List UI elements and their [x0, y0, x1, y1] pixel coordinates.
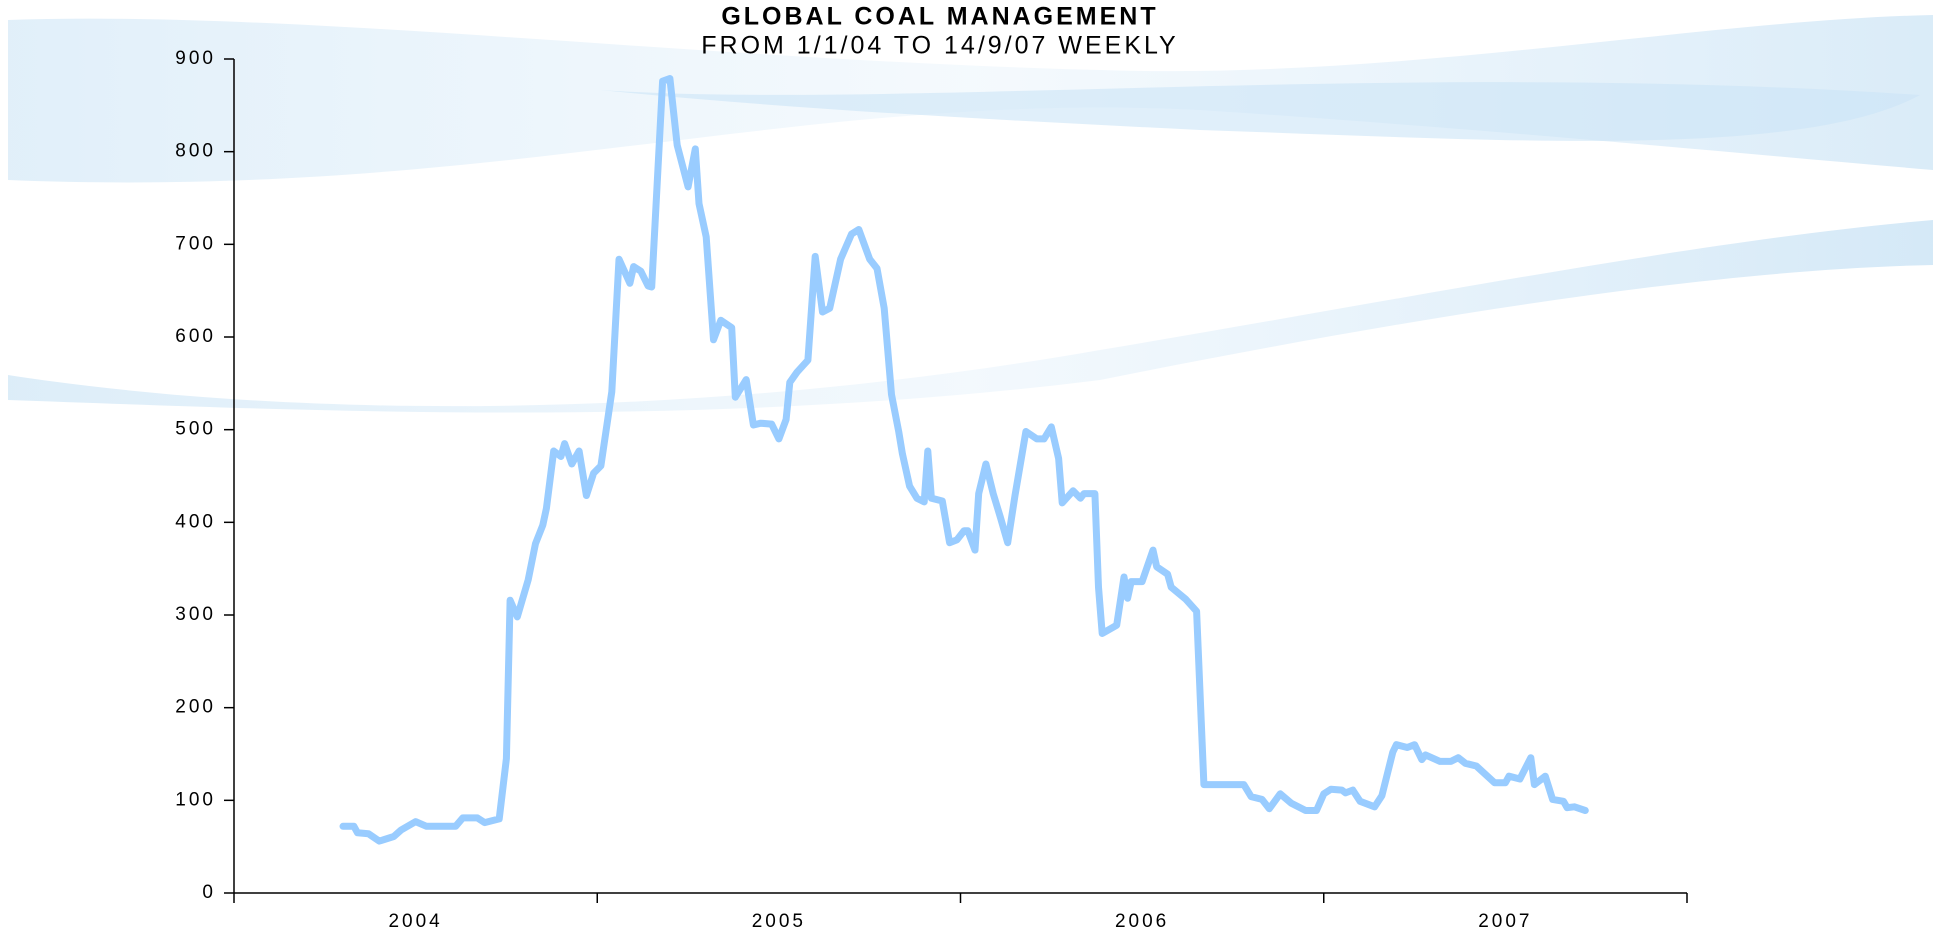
y-tick-label: 700	[175, 233, 216, 254]
chart-title: GLOBAL COAL MANAGEMENT	[721, 3, 1158, 31]
y-tick-label: 600	[175, 326, 216, 347]
y-tick-label: 100	[175, 789, 216, 810]
data-line	[343, 79, 1585, 842]
y-tick-label: 300	[175, 604, 216, 625]
x-tick-label: 2007	[1478, 911, 1532, 932]
x-tick-label: 2005	[752, 911, 806, 932]
y-tick-label: 400	[175, 511, 216, 532]
y-tick-label: 500	[175, 419, 216, 440]
x-tick-label: 2004	[388, 911, 442, 932]
page: GLOBAL COAL MANAGEMENT FROM 1/1/04 TO 14…	[0, 0, 1933, 935]
y-tick-label: 0	[202, 882, 216, 903]
background	[8, 15, 1933, 413]
chart-subtitle: FROM 1/1/04 TO 14/9/07 WEEKLY	[701, 32, 1178, 60]
y-tick-label: 200	[175, 697, 216, 718]
y-tick-label: 900	[175, 48, 216, 69]
x-tick-label: 2006	[1115, 911, 1169, 932]
y-tick-label: 800	[175, 141, 216, 162]
chart: GLOBAL COAL MANAGEMENT FROM 1/1/04 TO 14…	[0, 0, 1933, 935]
